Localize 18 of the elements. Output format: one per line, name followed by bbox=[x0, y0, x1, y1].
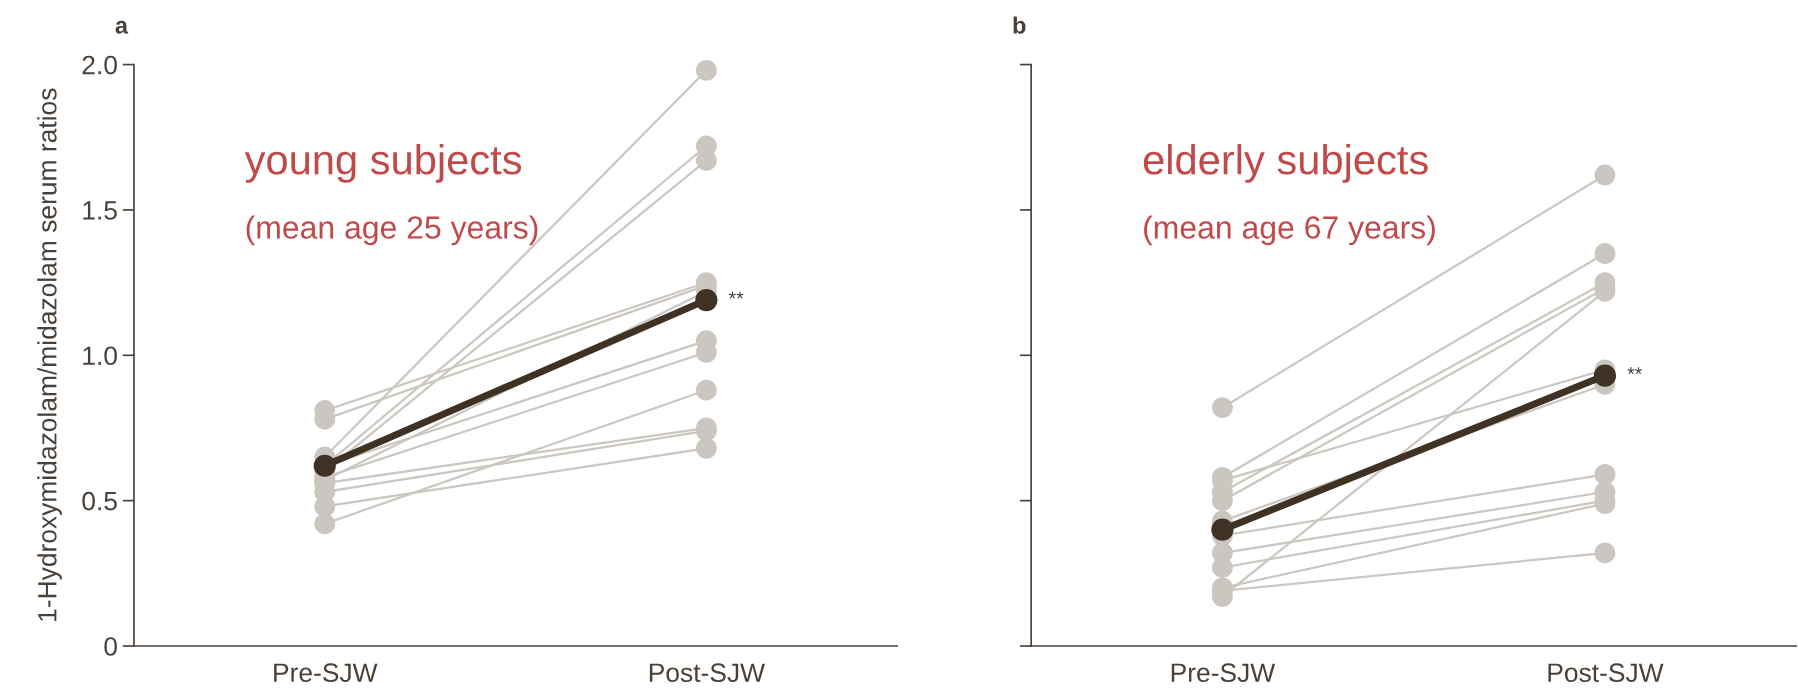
chart-title: b bbox=[1013, 16, 1026, 34]
annotation: (mean age 67 years) bbox=[1144, 215, 1435, 246]
y-tick-label: 0.5 bbox=[82, 491, 117, 511]
y-axis-title: 1-Hydroxymidazolam/midazolam serum ratios bbox=[37, 88, 62, 621]
x-tick-label: Post-SJW bbox=[1548, 663, 1664, 683]
x-tick-label: Pre-SJW bbox=[274, 663, 378, 683]
annotation: elderly subjects bbox=[1143, 143, 1428, 183]
x-tick-label: Pre-SJW bbox=[1171, 663, 1276, 683]
y-tick-label: 1.0 bbox=[83, 346, 117, 366]
y-tick-label: 1.5 bbox=[83, 201, 117, 220]
annotation: (mean age 25 years) bbox=[246, 215, 538, 246]
annotation: ** bbox=[1627, 367, 1642, 375]
x-tick-label: Post-SJW bbox=[649, 663, 765, 683]
y-tick-label: 2.0 bbox=[82, 55, 117, 75]
annotation: young subjects bbox=[244, 143, 522, 183]
y-tick-label: 0 bbox=[104, 637, 117, 656]
chart-title: a bbox=[115, 20, 129, 34]
annotation: ** bbox=[728, 291, 744, 299]
